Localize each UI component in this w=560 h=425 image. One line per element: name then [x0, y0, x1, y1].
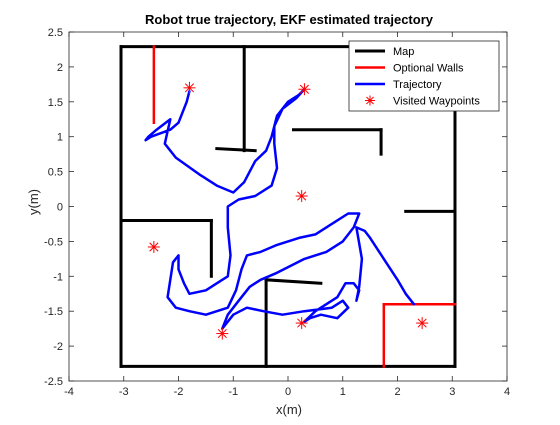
y-tick-label: 0.5 [48, 167, 63, 179]
waypoint-marker [216, 327, 229, 340]
y-tick-label: -0.5 [44, 236, 63, 248]
legend-label: Trajectory [393, 79, 442, 91]
y-tick-label: -1 [53, 271, 63, 283]
y-tick-label: 1 [57, 132, 63, 144]
y-tick-label: -1.5 [44, 306, 63, 318]
legend-label: Map [393, 46, 414, 58]
legend-label: Visited Waypoints [393, 96, 480, 108]
x-tick-label: 0 [285, 386, 291, 398]
x-tick-label: -3 [119, 386, 129, 398]
x-tick-label: -1 [228, 386, 238, 398]
y-axis-label: y(m) [26, 189, 41, 215]
map-wall [215, 146, 257, 153]
y-tick-label: 0 [57, 202, 63, 214]
waypoint-marker [147, 240, 160, 253]
x-tick-label: -2 [174, 386, 184, 398]
plot-area [119, 45, 457, 368]
y-tick-label: -2.5 [44, 376, 63, 388]
x-tick-label: 3 [449, 386, 455, 398]
legend-swatch [365, 95, 375, 106]
waypoint-marker [295, 317, 308, 330]
x-tick-label: 4 [504, 386, 510, 398]
waypoint-marker [416, 317, 429, 330]
x-tick-label: 2 [394, 386, 400, 398]
x-axis-label: x(m) [276, 402, 302, 417]
x-tick-label: 1 [340, 386, 346, 398]
legend-box [348, 40, 500, 112]
legend-label: Optional Walls [393, 63, 464, 75]
x-tick-label: -4 [64, 386, 74, 398]
y-tick-label: 2.5 [48, 27, 63, 39]
y-tick-label: 2 [57, 62, 63, 74]
legend: Map Optional Walls Trajectory Visited Waypo… [348, 40, 500, 112]
y-tick-label: -2 [53, 341, 63, 353]
axes: -4 -3 -2 -1 0 1 2 3 4 -2.5 -2 -1.5 -1 -0.5 0 0.5 1 1.5 2 2.… [44, 27, 510, 398]
waypoint-marker [298, 83, 311, 96]
map-wall [264, 278, 323, 285]
waypoint-marker [295, 190, 308, 203]
waypoint-marker [183, 81, 196, 94]
y-tick-label: 1.5 [48, 97, 63, 109]
chart-title: Robot true trajectory, EKF estimated tra… [145, 12, 434, 27]
trajectory-line [144, 87, 416, 330]
